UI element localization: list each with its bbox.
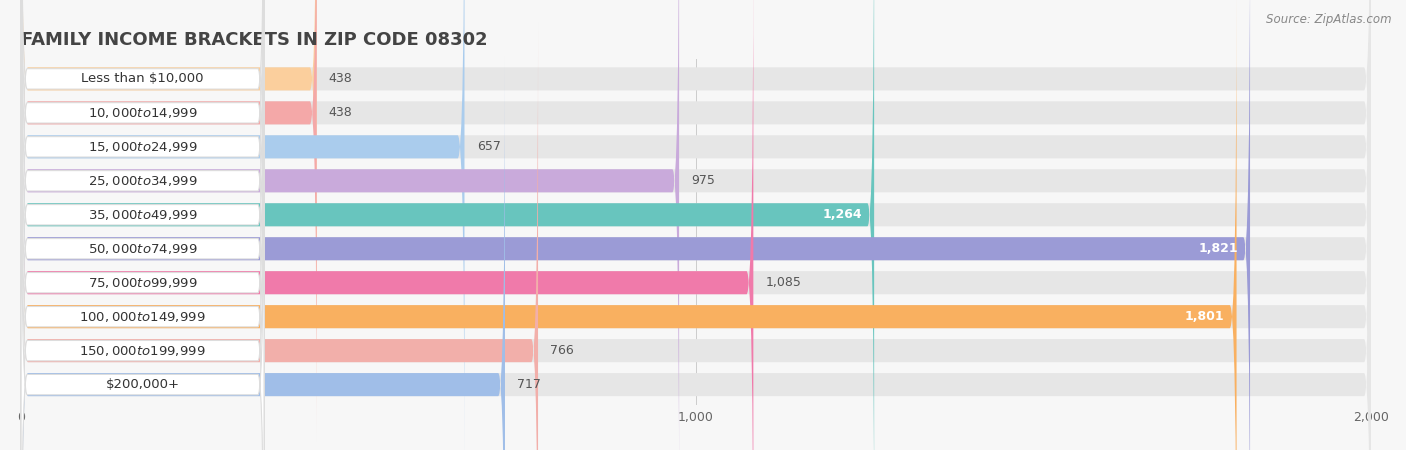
FancyBboxPatch shape — [21, 0, 1236, 450]
FancyBboxPatch shape — [21, 0, 264, 442]
Text: 975: 975 — [692, 174, 716, 187]
FancyBboxPatch shape — [21, 0, 264, 450]
FancyBboxPatch shape — [21, 0, 264, 409]
FancyBboxPatch shape — [21, 55, 264, 450]
FancyBboxPatch shape — [21, 0, 1371, 441]
Text: 1,801: 1,801 — [1185, 310, 1225, 323]
Text: 1,085: 1,085 — [765, 276, 801, 289]
Text: 438: 438 — [329, 106, 353, 119]
Text: 1,264: 1,264 — [823, 208, 862, 221]
Text: 438: 438 — [329, 72, 353, 86]
Text: 717: 717 — [517, 378, 541, 391]
Text: Source: ZipAtlas.com: Source: ZipAtlas.com — [1267, 14, 1392, 27]
Text: 657: 657 — [477, 140, 501, 153]
Text: FAMILY INCOME BRACKETS IN ZIP CODE 08302: FAMILY INCOME BRACKETS IN ZIP CODE 08302 — [21, 31, 488, 49]
FancyBboxPatch shape — [21, 0, 1371, 450]
FancyBboxPatch shape — [21, 0, 264, 374]
FancyBboxPatch shape — [21, 0, 1371, 450]
Text: 766: 766 — [550, 344, 574, 357]
Text: $100,000 to $149,999: $100,000 to $149,999 — [79, 310, 205, 324]
FancyBboxPatch shape — [21, 0, 464, 450]
FancyBboxPatch shape — [21, 0, 316, 407]
Text: $75,000 to $99,999: $75,000 to $99,999 — [87, 276, 197, 290]
FancyBboxPatch shape — [21, 0, 1250, 450]
Text: Less than $10,000: Less than $10,000 — [82, 72, 204, 86]
FancyBboxPatch shape — [21, 0, 264, 450]
Text: $10,000 to $14,999: $10,000 to $14,999 — [87, 106, 197, 120]
Text: 1,821: 1,821 — [1198, 242, 1237, 255]
Text: $150,000 to $199,999: $150,000 to $199,999 — [79, 344, 205, 358]
FancyBboxPatch shape — [21, 0, 875, 450]
Text: $35,000 to $49,999: $35,000 to $49,999 — [87, 208, 197, 222]
FancyBboxPatch shape — [21, 0, 316, 441]
FancyBboxPatch shape — [21, 0, 264, 450]
FancyBboxPatch shape — [21, 89, 264, 450]
FancyBboxPatch shape — [21, 0, 679, 450]
FancyBboxPatch shape — [21, 0, 1371, 450]
FancyBboxPatch shape — [21, 21, 264, 450]
Text: $15,000 to $24,999: $15,000 to $24,999 — [87, 140, 197, 154]
FancyBboxPatch shape — [21, 0, 1371, 407]
FancyBboxPatch shape — [21, 22, 1371, 450]
Text: $25,000 to $34,999: $25,000 to $34,999 — [87, 174, 197, 188]
Text: $50,000 to $74,999: $50,000 to $74,999 — [87, 242, 197, 256]
FancyBboxPatch shape — [21, 0, 1371, 450]
FancyBboxPatch shape — [21, 56, 1371, 450]
FancyBboxPatch shape — [21, 0, 264, 450]
FancyBboxPatch shape — [21, 22, 538, 450]
FancyBboxPatch shape — [21, 56, 505, 450]
FancyBboxPatch shape — [21, 0, 754, 450]
FancyBboxPatch shape — [21, 0, 1371, 450]
Text: $200,000+: $200,000+ — [105, 378, 180, 391]
FancyBboxPatch shape — [21, 0, 1371, 450]
